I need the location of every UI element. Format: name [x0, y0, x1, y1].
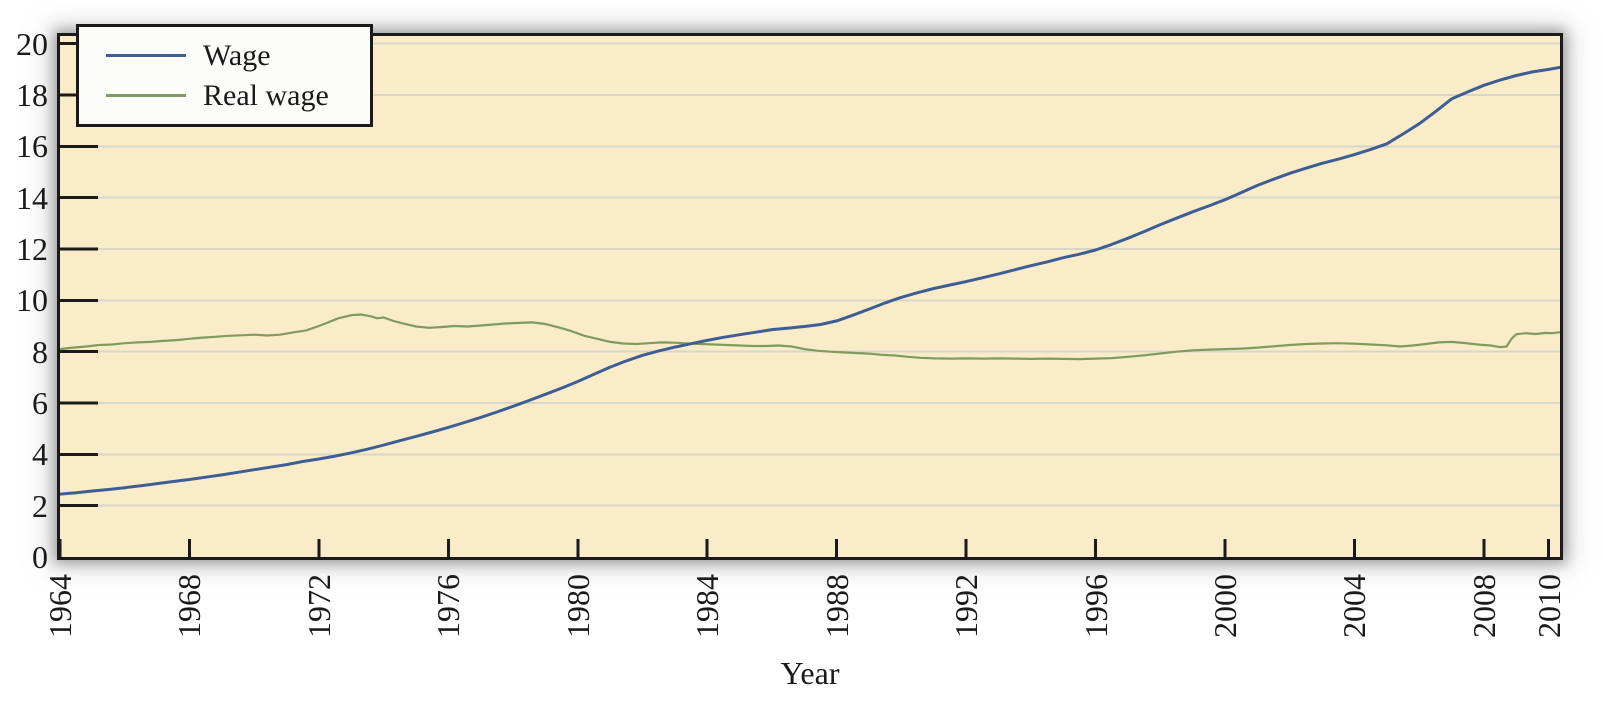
y-axis-label: 10: [16, 282, 48, 319]
legend: Wage Real wage: [76, 24, 373, 127]
legend-item-real-wage: Real wage: [106, 76, 370, 116]
x-axis-label: 1992: [948, 574, 985, 638]
y-axis-label: 8: [32, 333, 48, 370]
y-axis-label: 18: [16, 77, 48, 114]
legend-item-wage: Wage: [106, 36, 370, 76]
y-axis-label: 4: [32, 436, 48, 473]
x-axis-label: 1964: [42, 574, 78, 638]
y-axis-label: 12: [16, 231, 48, 268]
x-axis-label: 2008: [1465, 574, 1502, 638]
x-axis-label: 1976: [430, 574, 467, 638]
y-axis-label: 14: [16, 179, 48, 216]
y-axis-label: 20: [16, 25, 48, 62]
x-axis-label: 2010: [1530, 574, 1567, 638]
y-axis-label: 6: [32, 385, 48, 421]
x-axis-label: 2000: [1207, 574, 1244, 638]
x-axis-label: 1972: [300, 574, 337, 638]
y-axis-label: 2: [32, 487, 48, 524]
series-line-real-wage: [60, 313, 1560, 361]
y-axis-label: 0: [32, 539, 48, 575]
legend-line-wage-icon: [106, 54, 186, 57]
x-axis-label: 1980: [559, 574, 596, 638]
legend-label-wage: Wage: [203, 38, 271, 72]
legend-label-real-wage: Real wage: [203, 78, 329, 112]
y-axis-label: 16: [16, 128, 48, 165]
x-axis-title: Year: [780, 655, 840, 691]
x-axis-label: 1996: [1077, 574, 1114, 638]
x-axis-label: 2004: [1336, 574, 1373, 638]
x-axis-label: 1968: [171, 574, 208, 638]
legend-line-real-wage-icon: [106, 94, 186, 97]
series-line-wage: [60, 65, 1560, 496]
